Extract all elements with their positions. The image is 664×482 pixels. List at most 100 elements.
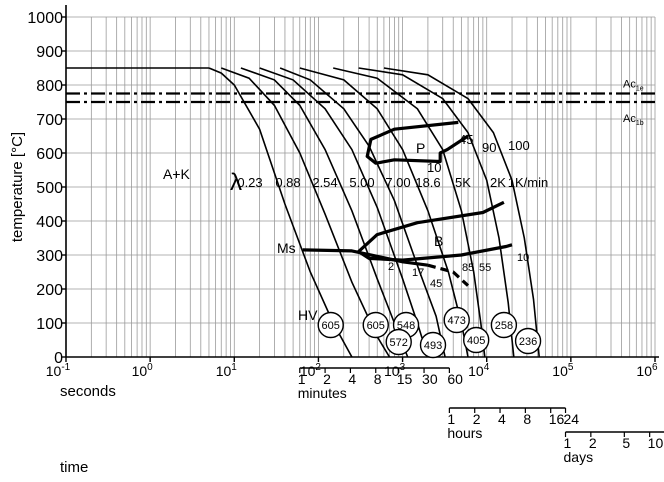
x-tick-label: 10-1 <box>46 362 71 379</box>
y-tick-label: 100 <box>36 316 63 333</box>
x-axis-label: seconds <box>60 383 116 400</box>
transformation-percentage-label: 10 <box>517 252 529 264</box>
transformation-percentage-label: 100 <box>508 138 530 153</box>
x-tick-label-base: 10 <box>132 363 148 379</box>
critical-temperature-label-sub: 1e <box>636 86 644 93</box>
time-scale-tick-label: 10 <box>648 435 664 451</box>
time-scale-tick-label: 4 <box>498 411 506 427</box>
region-label-bainite: B <box>434 233 443 249</box>
region-label-austenite-carbide: A+K <box>163 166 191 182</box>
y-tick-label: 700 <box>36 112 63 129</box>
hardness-value: 605 <box>367 320 385 332</box>
y-tick-label: 400 <box>36 214 63 231</box>
cooling-curve-2 <box>240 67 409 358</box>
cooling-curve-6 <box>333 67 486 358</box>
cooling-rate-label: 5K <box>455 175 471 190</box>
cooling-rate-label: 18.6 <box>415 175 440 190</box>
hardness-marker <box>317 311 344 339</box>
x-tick-label-exp: 5 <box>568 362 574 373</box>
x-tick-label-base: 10 <box>46 363 62 379</box>
hardness-value: 572 <box>390 337 408 349</box>
x-tick-label-base: 10 <box>468 363 484 379</box>
region-boundary-p <box>365 120 469 165</box>
time-scale-tick-label: 1 <box>447 411 455 427</box>
hardness-marker <box>419 331 447 359</box>
ms-line-dashed <box>427 263 470 287</box>
ms-line <box>302 248 429 267</box>
x-tick-label-base: 10 <box>216 363 232 379</box>
hardness-value: 548 <box>397 320 415 332</box>
time-scale-tick-label: 8 <box>374 371 382 387</box>
critical-temperature-label-base: Ac <box>623 79 636 91</box>
cooling-curve-4 <box>279 67 446 358</box>
x-tick-label-exp: 1 <box>231 362 237 373</box>
y-tick-label: 1000 <box>27 10 63 27</box>
time-scale-tick-label: 30 <box>422 371 438 387</box>
transformation-percentage-label: 10 <box>427 160 441 175</box>
time-axis-label: time <box>60 459 88 476</box>
chart-labels: A+K P B Ms λ0.23 0.88 2.54 5.00 7.00 18.6 5K 2K 1K/m… <box>163 132 548 323</box>
cooling-rate-label: 5.00 <box>349 175 374 190</box>
time-scale-label: days <box>564 449 594 465</box>
y-tick-label: 900 <box>36 44 63 61</box>
transformation-percentage-label: 45 <box>430 278 442 290</box>
hardness-value: 473 <box>448 315 466 327</box>
transformation-percentage-label: 17 <box>412 267 424 279</box>
x-tick-label-base: 10 <box>636 363 652 379</box>
cooling-curve-8 <box>383 67 540 358</box>
cooling-rate-label: 1K/min <box>508 175 548 190</box>
time-scale-label: minutes <box>298 385 347 401</box>
hardness-marker <box>385 328 412 356</box>
time-scale-tick-label: 2 <box>589 435 597 451</box>
x-tick-label-base: 10 <box>300 363 316 379</box>
lambda-symbol: λ <box>230 169 242 196</box>
hardness-marker <box>362 311 389 339</box>
critical-temperature-label: Ac1b <box>623 113 644 127</box>
x-tick-label: 104 <box>468 362 490 379</box>
hardness-value: 493 <box>424 340 442 352</box>
region-label-pearlite: P <box>416 140 425 156</box>
y-tick-label: 0 <box>54 350 63 367</box>
region-label-martensite-start: Ms <box>277 240 296 256</box>
hardness-value: 605 <box>322 320 340 332</box>
x-tick-label-exp: 0 <box>147 362 153 373</box>
x-tick-label-exp: 4 <box>484 362 490 373</box>
time-scale-label: hours <box>447 425 482 441</box>
time-scale-tick-label: 5 <box>622 435 630 451</box>
critical-temperature-label-base: Ac <box>623 113 636 125</box>
y-axis-label: temperature [°C] <box>9 132 26 242</box>
y-tick-label: 600 <box>36 146 63 163</box>
hardness-label: HV <box>298 307 318 323</box>
cooling-curves <box>66 67 540 358</box>
time-scale-tick-label: 1 <box>298 371 306 387</box>
cooling-rate-label: 2.54 <box>312 175 337 190</box>
x-tick-label-exp: -1 <box>61 362 70 373</box>
y-tick-label: 200 <box>36 282 63 299</box>
x-tick-label-base: 10 <box>384 363 400 379</box>
transformation-percentage-label: 2 <box>388 261 394 273</box>
hardness-value: 258 <box>495 320 513 332</box>
time-scale-tick-label: 2 <box>323 371 331 387</box>
cooling-rate-label: 2K <box>490 175 506 190</box>
x-tick-label-base: 10 <box>552 363 568 379</box>
critical-temperature-label-sub: 1b <box>636 120 644 127</box>
cooling-curve-7 <box>358 67 515 358</box>
hardness-value: 405 <box>467 335 485 347</box>
x-tick-label: 101 <box>216 362 238 379</box>
hardness-marker <box>463 326 490 354</box>
time-scale-tick-label: 1 <box>564 435 572 451</box>
cooling-rate-label: 7.00 <box>385 175 410 190</box>
time-scale-tick-label: 8 <box>523 411 531 427</box>
time-scale-tick-label: 16 <box>549 411 565 427</box>
time-scale-tick-label: 4 <box>348 371 356 387</box>
transformation-regions <box>302 120 513 287</box>
transformation-percentage-label: 55 <box>479 262 491 274</box>
transformation-percentage-label: 90 <box>482 140 496 155</box>
cooling-rate-label: 0.88 <box>275 175 300 190</box>
x-tick-label: 100 <box>132 362 154 379</box>
cooling-rate-label: 0.23 <box>237 175 262 190</box>
hardness-marker <box>443 306 470 334</box>
